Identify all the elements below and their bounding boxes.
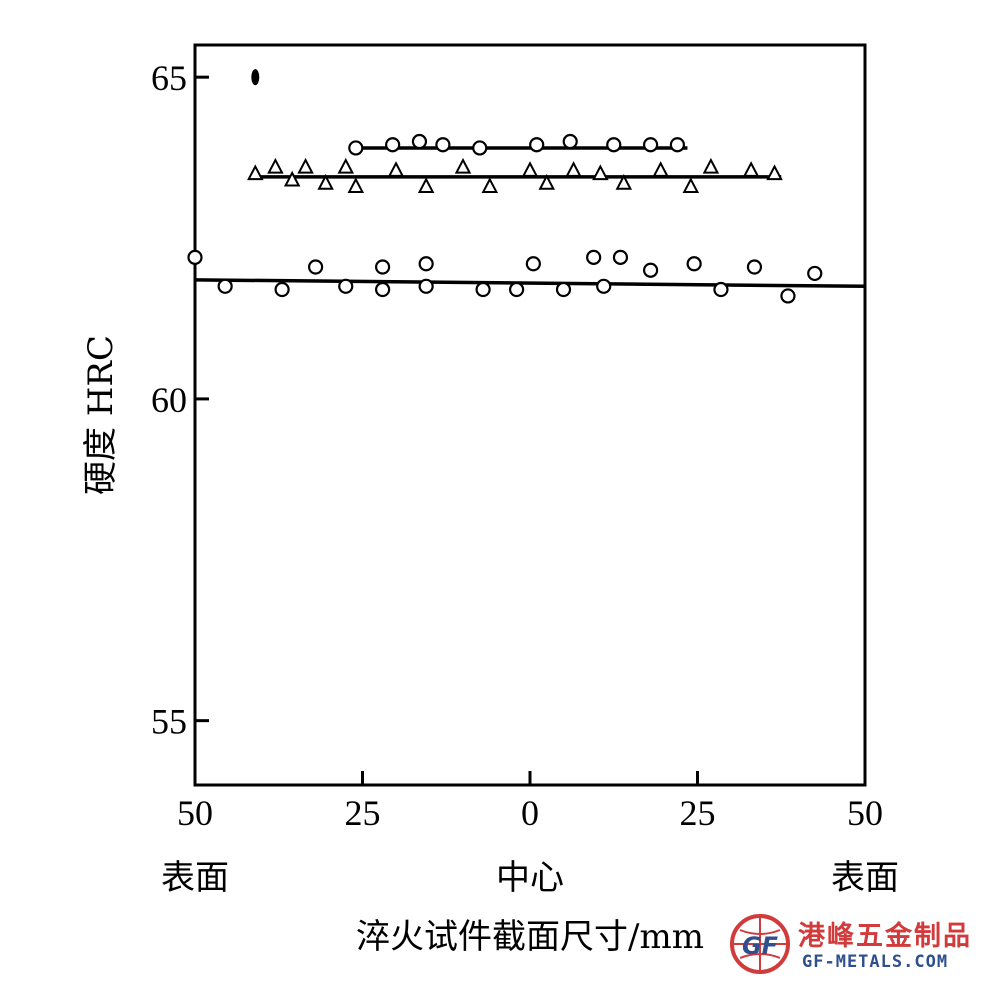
- data-point: [435, 137, 451, 153]
- logo-text: GF: [742, 932, 779, 960]
- series-fit-line: [194, 278, 866, 289]
- data-point: [702, 157, 720, 174]
- y-axis-ticks: 65 60 55: [151, 58, 209, 742]
- series-layer: [187, 133, 866, 304]
- data-point: [669, 137, 686, 153]
- data-point: [555, 281, 572, 298]
- data-point: [472, 140, 488, 156]
- x-axis-label: 淬火试件截面尺寸/mm: [356, 917, 704, 957]
- data-point: [807, 265, 823, 282]
- data-point: [375, 281, 391, 298]
- data-point: [454, 157, 472, 174]
- data-point: [612, 249, 629, 265]
- data-point: [274, 281, 290, 298]
- series-1: [348, 133, 688, 156]
- data-point: [682, 177, 700, 193]
- data-point: [348, 140, 364, 156]
- x-tick-label: 0: [521, 793, 539, 833]
- data-point: [642, 137, 659, 153]
- y-tick-label: 65: [151, 58, 187, 98]
- data-point: [508, 281, 525, 298]
- data-point: [538, 173, 556, 190]
- data-point: [297, 157, 314, 174]
- data-point: [521, 161, 539, 177]
- watermark-chinese-text: 港峰五金制品: [798, 921, 972, 952]
- data-point: [308, 259, 324, 275]
- data-point: [766, 164, 783, 181]
- data-point: [385, 137, 401, 153]
- y-axis-label: 硬度 HRC: [81, 335, 121, 495]
- x-tick-label: 25: [680, 793, 716, 833]
- data-point: [387, 161, 405, 177]
- data-point: [247, 164, 264, 181]
- data-point: [652, 161, 669, 177]
- data-point: [337, 157, 355, 174]
- data-point: [338, 278, 354, 294]
- data-point: [187, 249, 203, 265]
- data-point: [525, 256, 541, 272]
- series-3: [187, 249, 866, 304]
- watermark-url-text: GF-METALS.COM: [802, 952, 949, 972]
- data-point: [615, 173, 633, 190]
- data-point: [596, 278, 612, 294]
- data-point: [742, 161, 760, 177]
- data-point: [283, 170, 301, 187]
- x-category-label: 表面: [161, 858, 229, 898]
- data-point: [418, 278, 434, 294]
- x-category-labels: 表面 中心 表面: [161, 858, 899, 898]
- data-point: [606, 137, 622, 153]
- annotation-dot: [251, 69, 260, 86]
- data-point: [475, 281, 491, 298]
- x-category-label: 中心: [496, 858, 564, 898]
- data-point: [565, 161, 582, 177]
- data-point: [217, 278, 233, 294]
- x-tick-label: 50: [177, 793, 213, 833]
- data-point: [481, 177, 499, 193]
- y-tick-label: 60: [151, 380, 187, 420]
- data-point: [586, 249, 602, 265]
- data-point: [713, 281, 729, 298]
- data-point: [267, 157, 284, 174]
- data-point: [317, 173, 334, 190]
- globe-logo-icon: GF: [730, 914, 790, 974]
- y-tick-label: 55: [151, 702, 187, 742]
- data-point: [529, 137, 545, 153]
- data-point: [746, 259, 763, 275]
- x-tick-label: 25: [345, 793, 381, 833]
- annotation-layer: [251, 69, 260, 86]
- data-point: [347, 177, 365, 193]
- data-point: [418, 256, 434, 272]
- watermark: GF 港峰五金制品 GF-METALS.COM: [728, 908, 998, 982]
- data-point: [411, 133, 428, 150]
- data-point: [592, 164, 609, 181]
- data-point: [375, 259, 391, 275]
- data-point: [686, 256, 702, 272]
- data-point: [780, 288, 796, 304]
- data-point: [642, 262, 659, 278]
- x-category-label: 表面: [831, 858, 899, 898]
- data-point: [562, 133, 578, 150]
- series-2: [247, 157, 783, 193]
- data-point: [417, 177, 435, 193]
- x-tick-label: 50: [847, 793, 883, 833]
- plot-frame: [193, 43, 867, 787]
- x-axis-ticks: 50 25 0 25 50: [177, 771, 883, 833]
